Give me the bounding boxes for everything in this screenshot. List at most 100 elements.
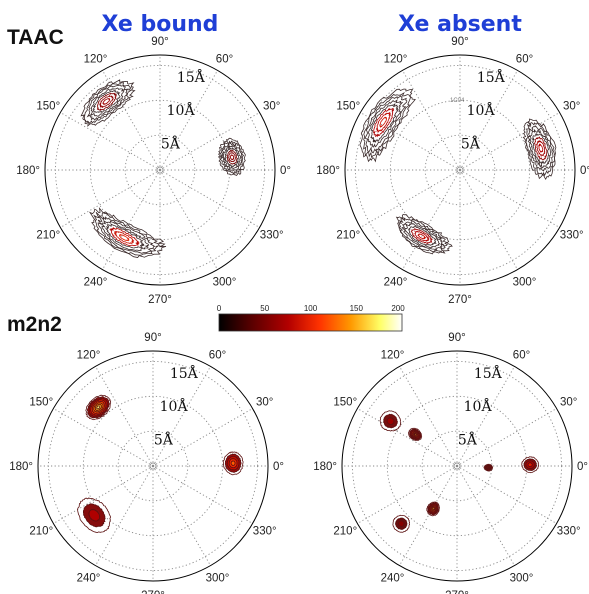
radius-label: 15Å (474, 364, 503, 382)
angle-label: 90° (144, 332, 161, 344)
density-contour (370, 103, 399, 144)
polar-spoke (402, 169, 461, 270)
angle-label: 30° (563, 101, 580, 113)
polar-center (456, 166, 464, 174)
angle-label: 180° (16, 165, 40, 177)
colorbar-tick: 100 (304, 304, 318, 313)
angle-label: 270° (445, 590, 469, 594)
angle-label: 30° (560, 397, 577, 409)
polar-spoke (95, 465, 154, 566)
density-contour (404, 222, 441, 249)
polar-spoke (357, 465, 458, 524)
polar-spoke (152, 465, 253, 524)
polar-spoke (60, 112, 161, 171)
angle-label: 60° (216, 53, 233, 65)
polar-spoke (159, 169, 260, 228)
density-contour (219, 140, 245, 175)
colorbar: 0 50 100 150 200 (217, 304, 405, 332)
row-label-taac: TAAC (7, 26, 64, 49)
density-contour (230, 460, 236, 467)
polar-ring (48, 361, 258, 571)
angle-label: 240° (381, 573, 405, 585)
polar-spoke (459, 112, 560, 171)
angle-label: 180° (9, 461, 33, 473)
angle-label: 90° (448, 332, 465, 344)
polar-spoke (53, 465, 154, 524)
contour-group (80, 79, 246, 258)
density-contour (97, 216, 156, 254)
density-contour (114, 230, 135, 245)
polar-spoke (360, 169, 461, 228)
density-contour (77, 497, 112, 534)
polar-spoke (399, 465, 458, 566)
angle-label: 210° (29, 526, 53, 538)
density-contour (80, 79, 136, 127)
angle-label: 30° (256, 397, 273, 409)
polar-spoke (399, 366, 458, 467)
density-contour (85, 394, 112, 421)
polar-spoke (53, 408, 154, 467)
polar-spoke (456, 465, 557, 524)
radius-label: 5Å (458, 430, 478, 448)
polar-ring (355, 65, 565, 275)
density-contour (364, 95, 408, 154)
contour-group (379, 410, 540, 533)
angle-label: 330° (260, 230, 284, 242)
density-contour (363, 92, 411, 159)
angle-label: 300° (513, 277, 537, 289)
density-contour (538, 143, 544, 153)
angle-label: 0° (280, 165, 291, 177)
polar-spoke (456, 408, 557, 467)
colorbar-tick: 50 (260, 304, 269, 313)
angle-label: 330° (253, 526, 277, 538)
angle-label: 150° (36, 101, 60, 113)
angle-label: 210° (333, 526, 357, 538)
density-contour (93, 212, 160, 256)
density-contour (417, 233, 427, 240)
density-contour (224, 147, 240, 168)
radius-label: 15Å (170, 364, 199, 382)
polar-ring (389, 99, 531, 241)
polar-outer-circle (344, 54, 576, 286)
density-contour (533, 136, 548, 161)
polar-panel: 0° 30° 60° 90° 120° 150° 180° 210° 240° 270° 300° 3… (16, 36, 291, 306)
density-contour (373, 108, 395, 138)
density-contour (101, 220, 150, 252)
density-contour (102, 97, 111, 105)
density-contour (96, 92, 118, 111)
density-contour (408, 427, 423, 442)
angle-label: 120° (381, 349, 405, 361)
angle-label: 150° (29, 397, 53, 409)
angle-label: 330° (560, 230, 584, 242)
polar-spoke (152, 366, 211, 467)
angle-label: 120° (77, 349, 101, 361)
density-contour (414, 230, 430, 242)
polar-spoke (459, 169, 560, 228)
density-contour (432, 507, 435, 511)
panel-annotation: 1C04 (450, 98, 465, 104)
density-contour (410, 227, 434, 245)
density-contour (426, 501, 440, 517)
density-contour (527, 462, 533, 468)
density-contour (359, 88, 416, 163)
density-contour (408, 226, 437, 246)
polar-spoke (159, 70, 218, 171)
angle-label: 270° (141, 590, 165, 594)
radius-label: 5Å (161, 134, 181, 152)
row-label-m2n2: m2n2 (7, 313, 62, 336)
polar-spoke (357, 408, 458, 467)
polar-spoke (102, 169, 161, 270)
density-contour (483, 463, 494, 472)
polar-spoke (360, 112, 461, 171)
radius-label: 15Å (477, 68, 506, 86)
density-contour (217, 137, 246, 177)
angle-label: 60° (516, 53, 533, 65)
density-contour (109, 226, 140, 247)
column-title-xe-bound: Xe bound (102, 12, 219, 37)
density-contour (230, 154, 235, 160)
angle-label: 270° (448, 294, 472, 306)
polar-outer-circle (341, 350, 573, 582)
angle-label: 90° (451, 36, 468, 48)
polar-ring (117, 430, 189, 502)
radius-label: 10Å (167, 101, 196, 119)
